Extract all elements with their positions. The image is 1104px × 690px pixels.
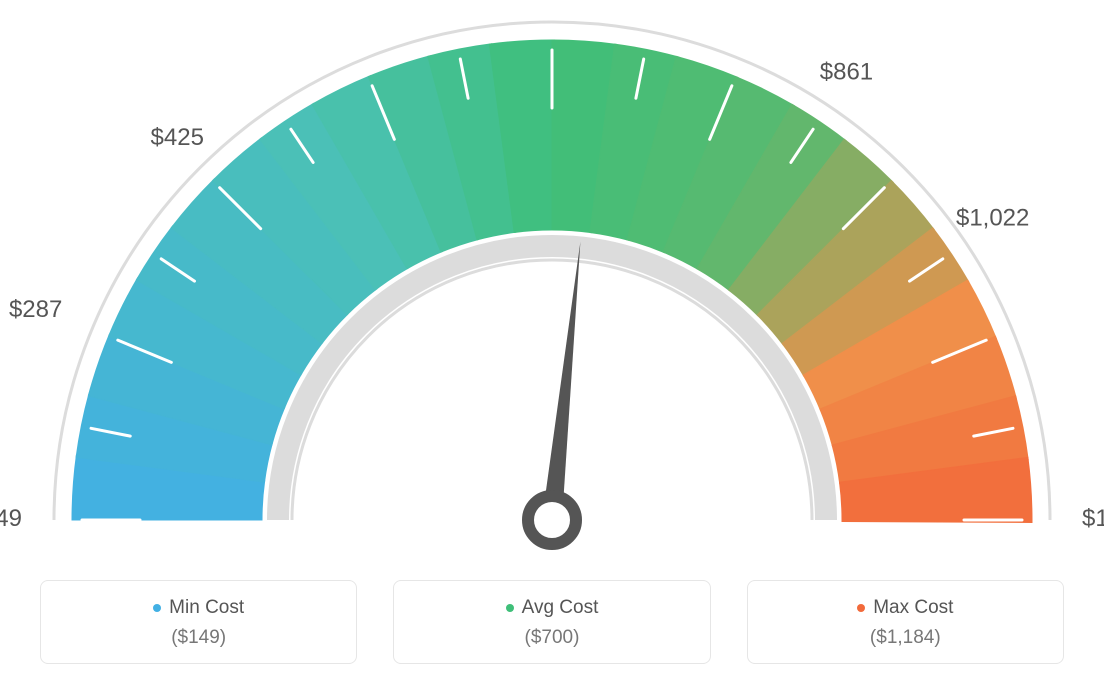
legend-avg-label: Avg Cost [522,597,599,619]
svg-text:$287: $287 [9,296,62,323]
legend-max-title: Max Cost [857,597,953,619]
svg-text:$1,022: $1,022 [956,205,1029,232]
legend: Min Cost ($149) Avg Cost ($700) Max Cost… [0,580,1104,664]
legend-max-value: ($1,184) [768,627,1043,649]
cost-gauge: $149$287$425$700$861$1,022$1,184 [0,0,1104,560]
svg-text:$425: $425 [151,124,204,151]
gauge-svg: $149$287$425$700$861$1,022$1,184 [0,0,1104,560]
legend-min-label: Min Cost [169,597,244,619]
svg-text:$149: $149 [0,505,22,532]
legend-avg-box: Avg Cost ($700) [393,580,710,664]
legend-avg-title: Avg Cost [506,597,599,619]
legend-max-label: Max Cost [873,597,953,619]
svg-text:$1,184: $1,184 [1082,505,1104,532]
legend-min-box: Min Cost ($149) [40,580,357,664]
legend-min-title: Min Cost [153,597,244,619]
legend-avg-value: ($700) [414,627,689,649]
svg-text:$861: $861 [820,58,873,85]
legend-min-value: ($149) [61,627,336,649]
legend-max-box: Max Cost ($1,184) [747,580,1064,664]
